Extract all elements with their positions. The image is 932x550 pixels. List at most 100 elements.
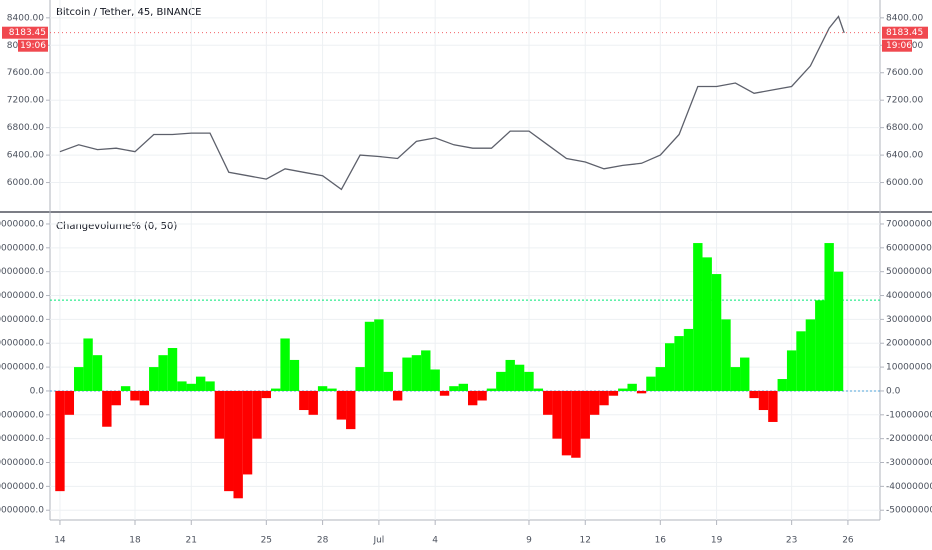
volume-bar — [430, 369, 440, 391]
volume-bar — [571, 390, 581, 458]
volume-bar — [721, 319, 731, 391]
volume-bar — [92, 355, 103, 391]
volume-bar — [702, 257, 712, 391]
volume-bar — [824, 243, 834, 391]
volume-bar — [55, 390, 65, 492]
countdown-badge — [882, 39, 912, 52]
volume-bar — [242, 390, 253, 475]
y-tick-label: 6000.00 — [7, 178, 44, 188]
volume-bar — [449, 386, 459, 391]
volume-bar — [439, 390, 450, 396]
y-tick-label: 8400.00 — [886, 13, 923, 23]
y-tick-label: 8400.00 — [7, 13, 44, 23]
volume-bar — [167, 348, 178, 391]
volume-bar — [627, 383, 637, 391]
volume-bar — [805, 319, 816, 391]
volume-bar — [308, 390, 318, 415]
volume-bar — [383, 371, 393, 391]
volume-bar — [543, 390, 553, 415]
volume-bar — [83, 338, 93, 391]
volume-bar — [683, 328, 694, 391]
volume-bar — [186, 383, 196, 391]
volume-bar — [674, 336, 684, 391]
volume-bar — [149, 367, 159, 391]
volume-bar — [317, 386, 328, 391]
volume-bar — [327, 388, 337, 391]
x-tick-label: 16 — [655, 536, 667, 546]
volume-bar — [786, 350, 797, 391]
volume-bar — [496, 371, 506, 391]
last-price-badge — [882, 26, 928, 39]
volume-bar — [561, 390, 572, 456]
volume-bar — [355, 367, 365, 391]
volume-bar — [458, 383, 469, 391]
volume-bar — [524, 371, 534, 391]
volume-bar — [224, 390, 234, 492]
x-tick-label: 21 — [186, 536, 197, 546]
y-tick-label: 6800.00 — [886, 123, 923, 133]
x-tick-label: Jul — [372, 536, 384, 546]
volume-bar — [346, 390, 356, 430]
volume-bar — [299, 390, 309, 411]
y-tick-label: 0.0 — [30, 386, 45, 396]
volume-bar — [177, 381, 187, 391]
volume-bar — [195, 376, 206, 391]
volume-bar — [158, 355, 168, 391]
x-tick-label: 14 — [54, 536, 66, 546]
volume-bar — [833, 271, 844, 391]
volume-bar — [421, 350, 431, 391]
volume-bar — [664, 343, 675, 391]
countdown-label: 19:06 — [20, 41, 46, 51]
volume-bar — [486, 388, 497, 391]
y-tick-label: 700000000.0 — [886, 219, 932, 229]
y-tick-label: 6800.00 — [7, 123, 44, 133]
volume-bar — [655, 367, 665, 391]
volume-bar — [693, 243, 703, 391]
y-tick-label: 7600.00 — [886, 68, 923, 78]
volume-bar — [580, 390, 590, 439]
volume-bar — [636, 390, 647, 394]
y-tick-label: 7200.00 — [886, 96, 923, 106]
volume-bar — [608, 390, 619, 396]
volume-bar — [280, 338, 290, 391]
x-tick-label: 4 — [432, 536, 438, 546]
x-tick-label: 23 — [786, 536, 797, 546]
y-tick-label: 7200.00 — [7, 96, 44, 106]
volume-bar — [64, 390, 75, 415]
volume-bar — [646, 376, 656, 391]
volume-bar — [289, 359, 300, 391]
volume-bar — [336, 390, 347, 420]
y-tick-label: 6400.00 — [886, 151, 923, 161]
volume-bar — [120, 386, 131, 391]
volume-bar — [777, 379, 787, 391]
volume-bar — [740, 357, 750, 391]
volume-bar — [74, 367, 84, 391]
countdown-label: 19:06 — [886, 41, 912, 51]
volume-bar — [618, 388, 628, 391]
volume-bar — [102, 390, 112, 427]
y-tick-label: 700000000.0 — [0, 219, 44, 229]
y-tick-label: 0.0 — [886, 386, 901, 396]
x-tick-label: 19 — [711, 536, 723, 546]
x-tick-label: 28 — [317, 536, 329, 546]
price-line — [59, 15, 845, 191]
x-tick-label: 18 — [129, 536, 141, 546]
volume-bar — [139, 390, 150, 406]
volume-bar — [730, 367, 741, 391]
indicator-title: Changevolume% (0, 50) — [56, 221, 177, 232]
